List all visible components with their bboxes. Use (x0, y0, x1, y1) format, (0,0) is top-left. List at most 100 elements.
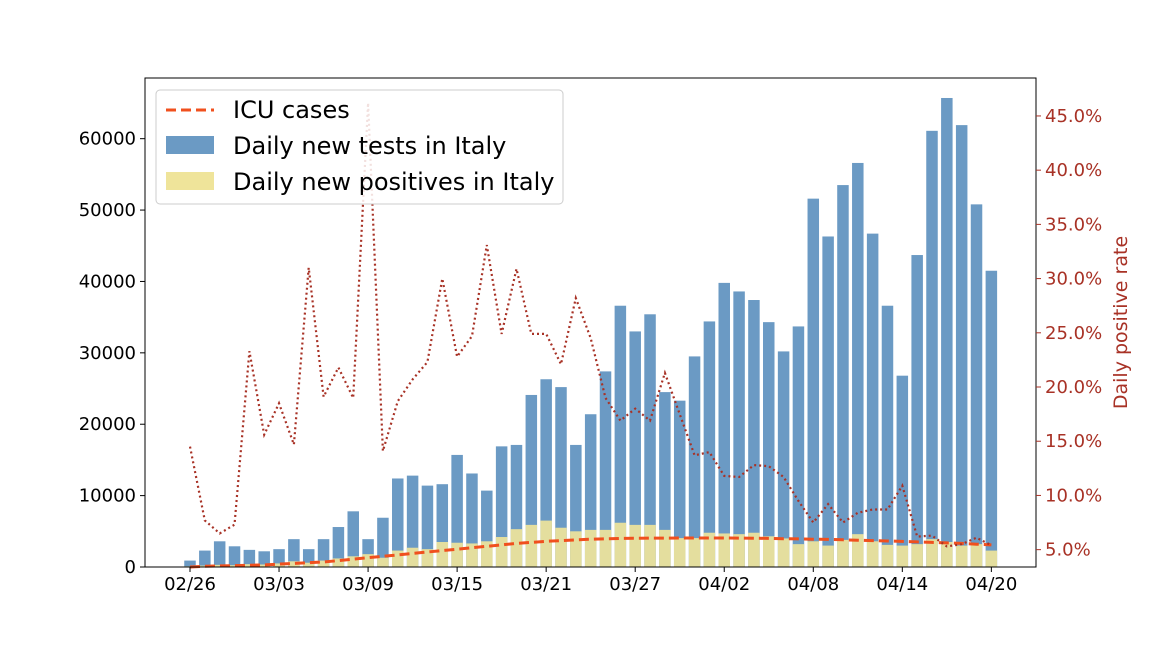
positives-bar (807, 541, 820, 567)
positives-bar (911, 544, 923, 567)
lines-group (188, 102, 992, 569)
tests-bar (703, 321, 716, 567)
tests-bar (451, 454, 463, 567)
tests-bar (673, 400, 686, 567)
positives-bar (792, 544, 805, 567)
positives-bar (763, 536, 775, 567)
y2-tick-label: 10.0% (1045, 485, 1102, 506)
tests-bar (837, 185, 849, 567)
positives-bar (332, 558, 345, 567)
y-tick-label: 10000 (79, 486, 136, 507)
tests-bar (273, 549, 285, 567)
tests-bar (599, 371, 612, 567)
tests-bar (822, 236, 834, 568)
y-tick-label: 40000 (79, 271, 136, 292)
y2-tick-label: 25.0% (1045, 323, 1102, 344)
positives-bar (362, 554, 374, 567)
y2-axis-label: Daily positive rate (1110, 236, 1132, 409)
positives-bar (451, 542, 463, 567)
positives-bar (599, 529, 612, 567)
plot-frame (144, 77, 1037, 568)
y2-tick-label: 30.0% (1045, 269, 1102, 290)
positives-bar (555, 527, 567, 567)
positives-bar (406, 547, 419, 567)
y-tick-label: 50000 (79, 200, 136, 221)
tests-bar (866, 233, 879, 567)
positives-bar (629, 524, 641, 567)
tests-bar (258, 551, 270, 567)
legend: ICU cases Daily new tests in Italy Daily… (155, 89, 564, 205)
positives-bar (837, 539, 849, 567)
positives-bar (896, 545, 909, 567)
tests-bar (288, 539, 300, 567)
positives-bar (703, 532, 716, 567)
tests-bar (436, 484, 449, 567)
tests-bar (955, 125, 968, 567)
tests-bar (540, 379, 552, 567)
tests-bar (317, 539, 330, 567)
tests-bar (347, 511, 359, 567)
positives-bar (718, 533, 730, 567)
positives-bar (941, 542, 953, 567)
tests-bar (302, 549, 315, 567)
positives-bar (614, 522, 627, 567)
positives-bar (258, 564, 270, 567)
x-tick-label: 04/20 (965, 574, 1017, 595)
positives-bar (970, 544, 983, 567)
positives-bar (985, 550, 998, 567)
tests-bar (777, 351, 790, 567)
y-tick-label: 20000 (79, 414, 136, 435)
positives-bar (570, 531, 582, 567)
tests-bar (852, 162, 864, 567)
tests-bar (718, 282, 730, 567)
x-tick-label: 02/26 (164, 574, 216, 595)
tests-bar (362, 539, 374, 567)
tests-bar (763, 322, 775, 567)
tests-bar (377, 517, 389, 567)
positives-bar (377, 557, 389, 567)
positives-bar (510, 529, 523, 567)
y2-tick-label: 20.0% (1045, 377, 1102, 398)
x-tick-label: 03/21 (520, 574, 572, 595)
legend-swatch-positives (166, 172, 214, 190)
positives-bar (481, 541, 493, 567)
tests-bar (748, 300, 760, 567)
tests-bar (941, 97, 953, 568)
tests-bar (807, 198, 820, 567)
tests-bar (213, 541, 226, 567)
legend-label-positives: Daily new positives in Italy (233, 168, 554, 196)
tests-bar (584, 414, 597, 567)
positives-bar (748, 532, 760, 567)
y2-tick-label: 5.0% (1045, 540, 1091, 561)
positives-bar (213, 564, 226, 567)
tests-bar (985, 270, 998, 567)
x-tick-label: 03/03 (253, 574, 305, 595)
positives-bar (584, 529, 597, 567)
tests-bar (406, 475, 419, 567)
tests-bar (644, 314, 656, 567)
positives-bar (866, 541, 879, 567)
positives-bar (852, 534, 864, 567)
tests-bar (510, 444, 523, 567)
positives-bar (466, 543, 478, 567)
tests-bar (525, 394, 538, 567)
positives-bar (659, 529, 671, 567)
y-tick-label: 30000 (79, 343, 136, 364)
legend-label-icu: ICU cases (233, 96, 350, 124)
tests-bar (896, 375, 909, 567)
tests-bar (881, 305, 894, 567)
positives-bar (199, 565, 211, 567)
tests-bar (792, 326, 805, 567)
tests-bar (570, 444, 582, 567)
tests-bar (392, 478, 404, 567)
positives-bar (525, 524, 538, 567)
tests-bar (184, 560, 196, 567)
y2-tick-label: 15.0% (1045, 431, 1102, 452)
positives-bar (347, 556, 359, 567)
tests-bar (555, 387, 567, 567)
y2-tick-label: 40.0% (1045, 160, 1102, 181)
x-tick-label: 03/09 (342, 574, 394, 595)
tests-bar (614, 305, 627, 567)
y-tick-label: 0 (125, 557, 136, 578)
